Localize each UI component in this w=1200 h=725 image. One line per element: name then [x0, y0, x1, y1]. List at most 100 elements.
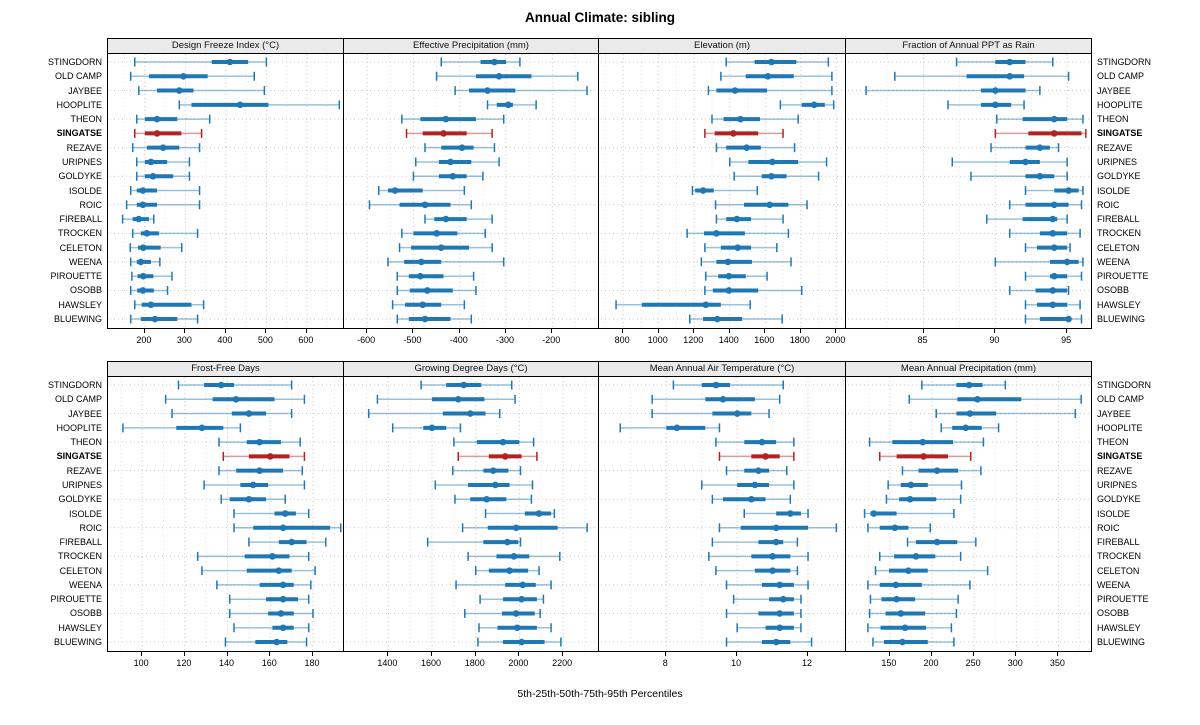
median-dot	[437, 244, 445, 251]
median-dot	[1049, 301, 1057, 309]
median-dot	[147, 158, 155, 166]
site-label: GOLDYKE	[1097, 171, 1141, 182]
median-dot	[147, 301, 155, 309]
x-tick-label: 800	[614, 335, 630, 345]
site-label: URIPNES	[1097, 156, 1138, 167]
median-dot	[506, 567, 513, 574]
x-tick-label: 160	[261, 658, 277, 668]
panel-canvas	[601, 54, 845, 328]
median-dot	[719, 395, 727, 403]
x-tick	[269, 652, 271, 656]
site-label: URIPNES	[1097, 479, 1138, 490]
x-tick	[799, 329, 801, 333]
median-dot	[1049, 287, 1057, 294]
panel-design-freeze-index-c-: Design Freeze Index (°C) 200 300 400 500 600	[107, 38, 344, 355]
x-tick	[431, 652, 433, 656]
x-tick	[994, 329, 996, 333]
site-label: GOLDYKE	[58, 171, 102, 182]
median-dot	[1022, 158, 1029, 166]
median-dot	[713, 230, 720, 237]
site-label: OSOBB	[1097, 608, 1130, 619]
panel-frost-free-days: Frost-Free Days 100 120 140 160 180	[107, 361, 344, 678]
site-label: WEENA	[68, 579, 102, 590]
panel-growing-degree-days-c-: Growing Degree Days (°C) 1400 1600 1800 2000…	[343, 361, 599, 678]
site-label: BLUEWING	[1097, 637, 1146, 648]
median-dot	[965, 381, 973, 389]
median-dot	[912, 553, 920, 560]
median-dot	[447, 158, 454, 166]
median-dot	[256, 438, 263, 446]
median-dot	[440, 130, 447, 137]
median-dot	[962, 424, 970, 432]
median-dot	[198, 424, 206, 432]
x-tick	[551, 329, 553, 333]
site-label: URIPNES	[61, 479, 102, 490]
median-dot	[933, 538, 941, 546]
median-dot	[139, 201, 147, 209]
site-label: SINGATSE	[1097, 451, 1143, 462]
panel-x-axis: 85 90 95	[845, 329, 1092, 355]
median-dot	[281, 510, 289, 517]
median-dot	[245, 495, 253, 503]
x-tick-label: 1000	[647, 335, 668, 345]
median-dot	[737, 115, 744, 123]
median-dot	[992, 101, 999, 109]
median-dot	[893, 595, 900, 603]
median-dot	[232, 395, 240, 403]
median-dot	[1049, 230, 1057, 237]
median-dot	[1065, 187, 1072, 194]
site-label: SINGATSE	[1097, 128, 1143, 139]
median-dot	[733, 215, 741, 223]
x-tick	[930, 652, 932, 656]
site-label: ROIC	[1097, 199, 1120, 210]
median-dot	[769, 158, 776, 166]
panel-mean-annual-air-temperature-c-: Mean Annual Air Temperature (°C) 8 10 12	[598, 361, 846, 678]
site-label: OLD CAMP	[1097, 71, 1145, 82]
median-dot	[421, 201, 429, 209]
median-dot	[1065, 315, 1072, 323]
median-dot	[491, 58, 498, 66]
median-dot	[256, 467, 263, 474]
median-dot	[449, 172, 457, 180]
median-dot	[483, 495, 490, 503]
x-tick	[1066, 329, 1068, 333]
page-title: Annual Climate: sibling	[524, 10, 675, 25]
median-dot	[139, 244, 147, 251]
panel-band-top: STINGDORN OLD CAMP JAYBEE HOOPLITE THEON SING…	[0, 38, 1200, 355]
site-label-column-right: STINGDORN OLD CAMP JAYBEE HOOPLITE THEON SING…	[1092, 38, 1197, 328]
median-dot	[518, 595, 525, 603]
panel-x-axis: -600 -500 -400 -300 -200	[343, 329, 599, 355]
x-tick	[305, 329, 307, 333]
panel-canvas	[346, 54, 598, 328]
x-tick-label: 85	[917, 335, 928, 345]
median-dot	[159, 144, 167, 151]
x-tick-label: 350	[1049, 658, 1065, 668]
site-label: ISOLDE	[68, 185, 102, 196]
x-tick	[665, 652, 667, 656]
x-tick	[728, 329, 730, 333]
median-dot	[787, 510, 794, 517]
median-dot	[906, 495, 914, 503]
site-label-column-left: STINGDORN OLD CAMP JAYBEE HOOPLITE THEON SING…	[0, 38, 107, 328]
median-dot	[149, 172, 157, 180]
panel-effective-precipitation-mm-: Effective Precipitation (mm) -600 -500 -400…	[343, 38, 599, 355]
median-dot	[725, 287, 733, 294]
site-label: PIROUETTE	[50, 594, 102, 605]
x-tick-label: 95	[1061, 335, 1072, 345]
median-dot	[273, 638, 280, 646]
median-dot	[519, 581, 526, 589]
panel-plot-area	[598, 377, 846, 652]
median-dot	[492, 481, 499, 489]
panel-strip-title: Effective Precipitation (mm)	[343, 38, 599, 54]
x-tick	[141, 652, 143, 656]
panel-band-bottom: STINGDORN OLD CAMP JAYBEE HOOPLITE THEON SING…	[0, 361, 1200, 678]
panel-strip-title: Frost-Free Days	[107, 361, 344, 377]
median-dot	[499, 438, 507, 446]
site-label: CELETON	[1097, 242, 1140, 253]
site-label: HOOPLITE	[1097, 99, 1143, 110]
panel-plot-area	[598, 54, 846, 329]
site-label: PIROUETTE	[50, 271, 102, 282]
site-label: CELETON	[1097, 565, 1140, 576]
panel-canvas	[346, 377, 598, 651]
site-label: JAYBEE	[1097, 408, 1131, 419]
